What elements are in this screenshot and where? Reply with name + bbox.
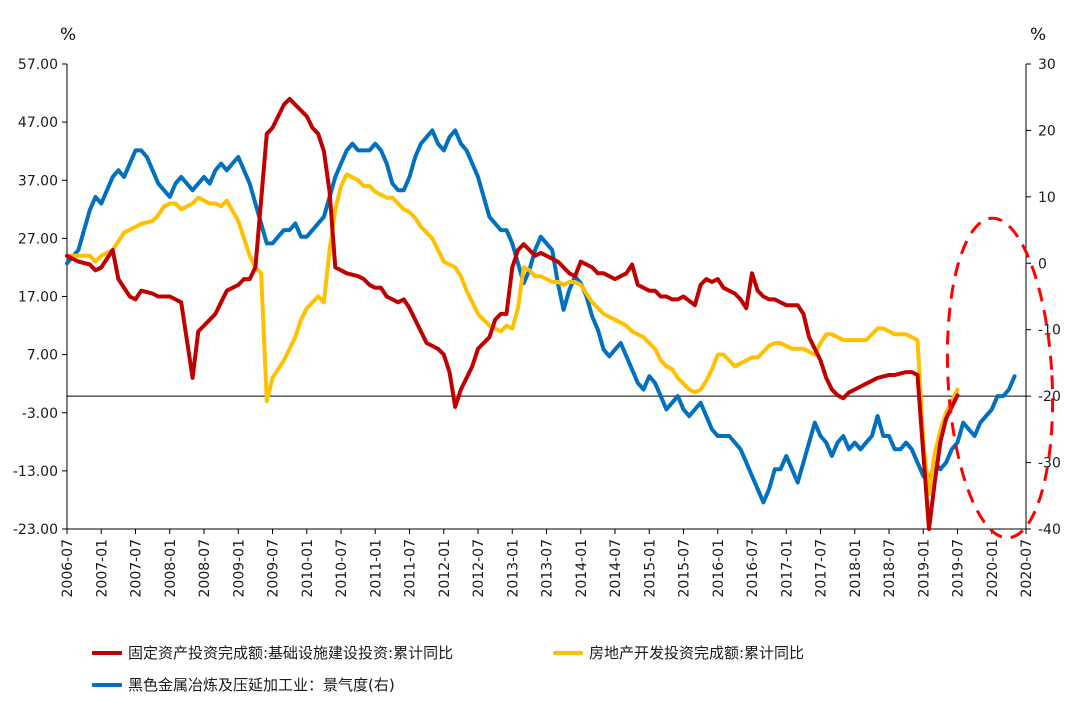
left-tick-label: 27.00 bbox=[18, 231, 58, 247]
x-tick-label: 2009-07 bbox=[266, 539, 282, 598]
series-line-steel bbox=[65, 128, 1017, 505]
left-tick-label: -13.00 bbox=[13, 464, 58, 480]
left-tick-label: -3.00 bbox=[22, 406, 58, 422]
x-tick-label: 2020-07 bbox=[1019, 539, 1035, 598]
x-tick-label: 2015-01 bbox=[642, 539, 658, 598]
x-tick-label: 2007-07 bbox=[129, 539, 145, 598]
legend-label-real-estate: 房地产开发投资完成额:累计同比 bbox=[589, 644, 805, 662]
x-tick-label: 2010-01 bbox=[300, 539, 316, 598]
legend-label-steel: 黑色金属冶炼及压延加工业：景气度(右) bbox=[128, 676, 395, 694]
x-tick-label: 2012-07 bbox=[471, 539, 487, 598]
series-line-real-estate bbox=[65, 172, 960, 497]
x-tick-label: 2020-01 bbox=[985, 539, 1001, 598]
left-tick-label: 7.00 bbox=[27, 348, 58, 364]
x-tick-label: 2008-07 bbox=[197, 539, 213, 598]
highlight-ellipse bbox=[945, 216, 1055, 540]
x-tick-label: 2011-01 bbox=[368, 539, 384, 598]
left-axis-unit: % bbox=[60, 25, 76, 45]
right-tick-label: -30 bbox=[1038, 456, 1061, 472]
x-tick-label: 2007-01 bbox=[94, 539, 110, 598]
legend-item-infrastructure: 固定资产投资完成额:基础设施建设投资:累计同比 bbox=[92, 642, 453, 663]
right-tick-label: 10 bbox=[1038, 190, 1056, 206]
legend-item-steel: 黑色金属冶炼及压延加工业：景气度(右) bbox=[92, 674, 395, 695]
x-tick-label: 2013-01 bbox=[505, 539, 521, 598]
right-tick-label: 0 bbox=[1038, 256, 1047, 272]
left-tick-label: 57.00 bbox=[18, 57, 58, 73]
left-tick-label: 37.00 bbox=[18, 173, 58, 189]
right-axis: % 30 20 10 0 -10 -20 -30 -40 bbox=[1025, 25, 1061, 538]
x-tick-label: 2018-07 bbox=[882, 539, 898, 598]
right-tick-label: -40 bbox=[1038, 522, 1061, 538]
x-tick-label: 2011-07 bbox=[403, 539, 419, 598]
x-tick-label: 2016-07 bbox=[745, 539, 761, 598]
right-tick-label: -20 bbox=[1038, 389, 1061, 405]
right-tick-label: 20 bbox=[1038, 123, 1056, 139]
x-tick-label: 2018-01 bbox=[848, 539, 864, 598]
left-axis: %57.00 47.00 37.00 27.00 17.00 7.00 -3.00 -13.0… bbox=[13, 25, 76, 538]
x-tick-label: 2017-01 bbox=[779, 539, 795, 598]
series-layer bbox=[65, 96, 1017, 531]
x-tick-label: 2013-07 bbox=[540, 539, 556, 598]
left-tick-label: 47.00 bbox=[18, 115, 58, 131]
x-tick-label: 2019-01 bbox=[916, 539, 932, 598]
legend-item-real-estate: 房地产开发投资完成额:累计同比 bbox=[553, 642, 804, 663]
legend-swatch-infrastructure bbox=[92, 650, 122, 655]
x-tick-label: 2009-01 bbox=[231, 539, 247, 598]
series-line-infrastructure bbox=[65, 96, 960, 531]
left-tick-label: -23.00 bbox=[13, 522, 58, 538]
x-tick-label: 2014-07 bbox=[608, 539, 624, 598]
x-tick-label: 2019-07 bbox=[951, 539, 967, 598]
x-tick-label: 2006-07 bbox=[60, 539, 76, 598]
left-tick-label: 17.00 bbox=[18, 290, 58, 306]
legend-swatch-steel bbox=[92, 682, 122, 687]
right-tick-label: 30 bbox=[1038, 57, 1056, 73]
x-tick-label: 2017-07 bbox=[814, 539, 830, 598]
x-tick-label: 2012-01 bbox=[437, 539, 453, 598]
x-tick-label: 2015-07 bbox=[677, 539, 693, 598]
x-tick-label: 2008-01 bbox=[163, 539, 179, 598]
x-tick-label: 2014-01 bbox=[574, 539, 590, 598]
x-tick-label: 2016-01 bbox=[711, 539, 727, 598]
legend-label-infrastructure: 固定资产投资完成额:基础设施建设投资:累计同比 bbox=[128, 644, 454, 662]
right-axis-unit: % bbox=[1030, 25, 1046, 45]
x-axis: 2006-07 2007-01 2007-07 2008-01 2008-07 2009-… bbox=[60, 395, 1035, 598]
legend-swatch-real-estate bbox=[553, 650, 583, 655]
right-tick-label: -10 bbox=[1038, 323, 1061, 339]
x-tick-label: 2010-07 bbox=[334, 539, 350, 598]
